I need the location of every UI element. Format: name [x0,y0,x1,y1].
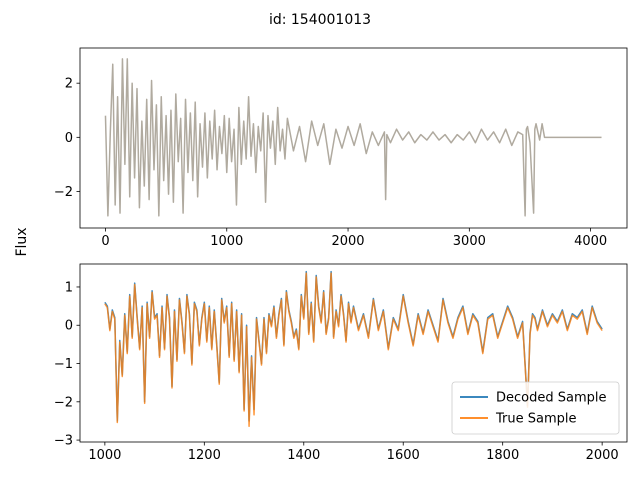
series-line-bottom-true-sample [104,272,603,428]
x-tick-label-top: 3000 [453,234,486,249]
series-line-top [104,58,602,217]
legend-label: True Sample [495,412,577,427]
y-tick-label-top: 0 [65,131,73,146]
x-tick-label-top: 4000 [574,234,607,249]
legend: Decoded Sample True Sample [451,381,620,435]
y-tick-label-bottom: −3 [54,434,73,449]
x-tick-label-bottom: 1600 [387,448,420,463]
y-axis-label: Flux [14,227,30,256]
top-axes: 0 1000 2000 3000 4000 −2 0 2 [54,47,628,249]
x-tick-label-bottom: 1200 [188,448,221,463]
figure-title: id: 154001013 [269,12,371,28]
y-tick-label-bottom: −2 [54,395,73,410]
axes-frame-top [79,47,628,229]
y-tick-label-top: −2 [54,185,73,200]
x-tick-label-top: 2000 [331,234,364,249]
axes-frame-bottom [79,263,628,443]
x-tick-label-bottom: 1400 [287,448,320,463]
bottom-axes: 1000 1200 1400 1600 1800 2000 −3 −2 −1 0 1 Decoded … [54,263,628,463]
x-tick-label-bottom: 1800 [486,448,519,463]
x-tick-label-bottom: 2000 [586,448,619,463]
y-tick-label-bottom: −1 [54,357,73,372]
y-tick-label-bottom: 0 [65,319,73,334]
y-tick-label-top: 2 [65,77,73,92]
x-tick-label-bottom: 1000 [88,448,121,463]
x-tick-label-top: 1000 [210,234,243,249]
y-tick-label-bottom: 1 [65,280,73,295]
x-tick-label-top: 0 [101,234,109,249]
legend-label: Decoded Sample [496,391,607,406]
